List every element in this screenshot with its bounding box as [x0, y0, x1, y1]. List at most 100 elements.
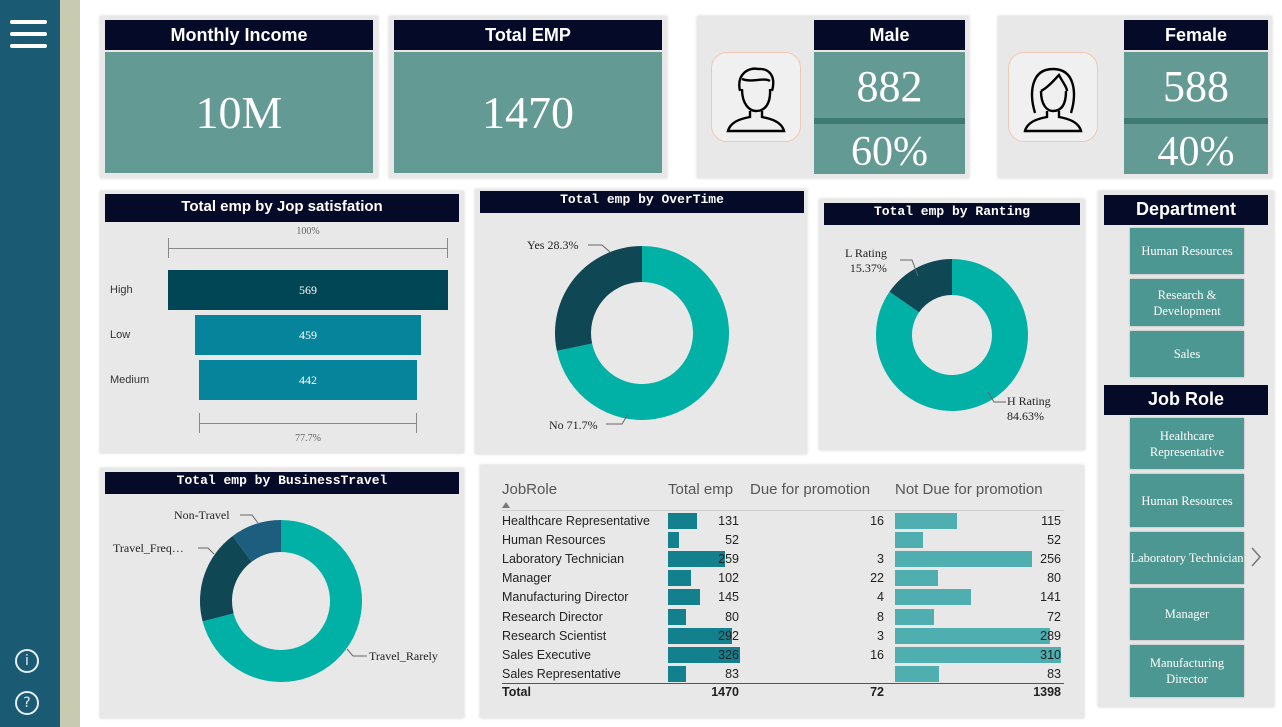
female-avatar-frame — [1008, 52, 1098, 142]
overtime-no-leader — [606, 413, 629, 425]
travel-non-travel-label: Non-Travel — [174, 508, 230, 522]
table-bar-total-emp — [668, 570, 691, 587]
male-divider — [814, 118, 965, 124]
table-total-due: 72 — [870, 685, 884, 699]
male-percent: 60% — [814, 124, 965, 175]
rating-h-leader — [987, 391, 1006, 403]
table-total-emp: 1470 — [711, 685, 739, 699]
table-bar-total-emp — [668, 589, 701, 606]
table-header-total-emp[interactable]: Total emp — [668, 481, 734, 498]
travel-rarely-leader — [346, 648, 367, 657]
jobrole-option-manager[interactable]: Manager — [1130, 588, 1244, 640]
table-cell-jobrole: Sales Representative — [502, 666, 621, 681]
table-cell-not-due: 310 — [1040, 647, 1061, 662]
table-cell-jobrole: Healthcare Representative — [502, 514, 650, 528]
table-bar-not-due — [895, 551, 1033, 568]
funnel-bar-medium[interactable]: 442 — [199, 360, 417, 400]
table-header-due[interactable]: Due for promotion — [750, 481, 871, 498]
table-cell-due: 8 — [877, 609, 884, 624]
table-total-not-due: 1398 — [1033, 685, 1061, 699]
female-count: 588 — [1124, 52, 1268, 118]
table-cell-total-emp: 326 — [718, 647, 739, 662]
table-cell-due: 16 — [870, 647, 884, 662]
department-option-sales[interactable]: Sales — [1130, 331, 1244, 377]
table-cell-total-emp: 80 — [725, 609, 739, 624]
table-header-rule — [502, 510, 1064, 511]
job-role-slicer-title: Job Role — [1104, 385, 1268, 415]
table-bar-not-due — [895, 532, 923, 549]
travel-frequently-leader — [198, 547, 215, 555]
department-option-human-resources[interactable]: Human Resources — [1130, 228, 1244, 274]
overtime-slice-1[interactable] — [555, 246, 642, 351]
department-slicer-title: Department — [1104, 195, 1268, 225]
travel-slice-2[interactable] — [232, 520, 281, 562]
table-bar-not-due — [895, 608, 934, 625]
female-title: Female — [1124, 20, 1268, 50]
table-cell-not-due: 83 — [1047, 666, 1061, 681]
table-total-rule — [502, 683, 1064, 684]
table-bar-not-due — [895, 589, 971, 606]
table-cell-not-due: 141 — [1040, 590, 1061, 605]
table-bar-total-emp — [668, 513, 697, 529]
rating-l-name: L Rating — [845, 246, 887, 260]
overtime-donut-chart — [555, 246, 729, 420]
overtime-slice-0[interactable] — [556, 246, 729, 420]
overtime-yes-leader — [588, 244, 611, 253]
table-bar-not-due — [895, 646, 1061, 663]
funnel-bottom-label: 77.7% — [295, 433, 321, 444]
rating-l-value: 15.37% — [849, 261, 887, 275]
funnel-top-bracket — [168, 238, 448, 258]
sidebar — [0, 0, 60, 727]
table-cell-not-due: 289 — [1040, 628, 1061, 643]
job-role-table-card — [480, 465, 1084, 718]
table-bar-total-emp — [668, 532, 680, 549]
jobrole-option-laboratory-technician[interactable]: Laboratory Technician — [1130, 532, 1244, 584]
table-cell-not-due: 256 — [1040, 552, 1061, 567]
table-cell-jobrole: Human Resources — [502, 533, 606, 548]
table-cell-due: 16 — [870, 514, 884, 528]
funnel-top-label: 100% — [296, 226, 320, 237]
help-icon[interactable]: ? — [15, 691, 39, 715]
table-cell-not-due: 80 — [1047, 571, 1061, 586]
funnel-bar-high[interactable]: 569 — [168, 270, 448, 310]
chevron-right-icon[interactable] — [1250, 546, 1262, 568]
table-cell-due: 3 — [877, 628, 884, 643]
table-bar-total-emp — [668, 627, 733, 644]
table-cell-due: 3 — [877, 552, 884, 567]
table-bar-total-emp — [668, 551, 726, 568]
male-avatar-icon — [726, 67, 786, 133]
table-header-jobrole[interactable]: JobRole — [502, 481, 558, 498]
female-divider — [1124, 118, 1268, 124]
table-cell-not-due: 115 — [1041, 514, 1061, 528]
rating-h-value: 84.63% — [1007, 409, 1044, 423]
monthly-income-title: Monthly Income — [105, 20, 373, 50]
travel-slice-1[interactable] — [200, 536, 252, 622]
jobrole-option-human-resources[interactable]: Human Resources — [1130, 474, 1244, 527]
department-option-research-development[interactable]: Research & Development — [1130, 279, 1244, 326]
job-satisfaction-title: Total emp by Jop satisfation — [105, 194, 459, 222]
table-bar-not-due — [895, 513, 957, 529]
jobrole-option-healthcare-representative[interactable]: Healthcare Representative — [1130, 418, 1244, 469]
business-travel-title: Total emp by BusinessTravel — [105, 472, 459, 494]
travel-slice-0[interactable] — [202, 520, 362, 682]
male-title: Male — [814, 20, 965, 50]
funnel-bar-low[interactable]: 459 — [195, 315, 421, 355]
table-cell-total-emp: 131 — [718, 514, 739, 528]
info-icon[interactable]: i — [15, 649, 39, 673]
table-cell-jobrole: Manufacturing Director — [502, 590, 629, 605]
table-bar-not-due — [895, 665, 940, 682]
hamburger-menu-icon[interactable] — [0, 18, 60, 52]
rating-donut-chart — [876, 259, 1028, 411]
table-header-not-due[interactable]: Not Due for promotion — [895, 481, 1043, 498]
funnel-bottom-bracket — [199, 413, 417, 433]
travel-frequently-label: Travel_Freq… — [113, 541, 184, 555]
rating-l-leader — [900, 259, 919, 277]
female-avatar-icon — [1023, 67, 1083, 133]
table-cell-due: 4 — [877, 590, 884, 605]
table-cell-total-emp: 52 — [725, 533, 739, 548]
rating-slice-1[interactable] — [889, 259, 952, 313]
table-cell-not-due: 52 — [1047, 533, 1061, 548]
rating-slice-0[interactable] — [876, 259, 1028, 411]
sort-ascending-icon[interactable] — [502, 502, 510, 508]
jobrole-option-manufacturing-director[interactable]: Manufacturing Director — [1130, 645, 1244, 697]
